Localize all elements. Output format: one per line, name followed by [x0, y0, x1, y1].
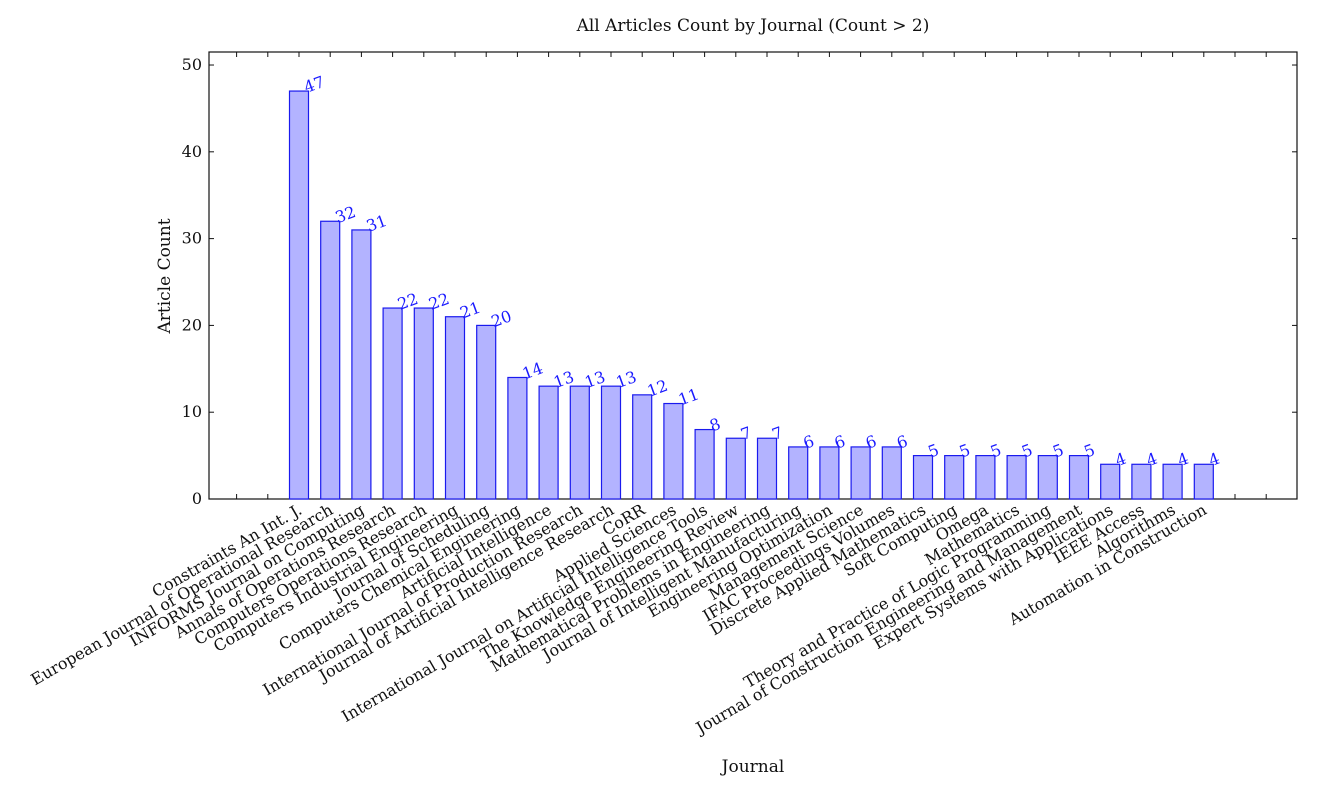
bar — [1037, 455, 1058, 500]
bar — [944, 455, 965, 500]
bar — [320, 220, 341, 500]
bar — [351, 229, 372, 500]
bar — [1131, 463, 1152, 500]
bar — [694, 428, 715, 500]
y-tick-label: 10 — [182, 402, 202, 421]
x-axis-label: Journal — [720, 757, 785, 777]
bar — [538, 385, 559, 500]
bar — [288, 90, 310, 500]
bar — [569, 385, 590, 500]
bar — [663, 402, 684, 500]
bar — [1068, 455, 1090, 500]
bar — [382, 307, 403, 500]
bar — [1100, 463, 1121, 500]
bar — [725, 437, 746, 500]
bar — [413, 307, 434, 500]
bar — [476, 324, 497, 500]
bar — [881, 446, 902, 500]
bar — [975, 455, 996, 500]
bar — [1193, 463, 1214, 500]
bar — [850, 446, 871, 500]
bar — [507, 376, 528, 500]
bar — [819, 446, 840, 500]
y-tick-label: 30 — [182, 229, 202, 248]
bar — [444, 316, 466, 500]
bar — [1162, 463, 1183, 500]
x-axis: Constraints An Int. J.European Journal o… — [28, 500, 1210, 739]
bar — [788, 446, 809, 500]
y-tick-label: 0 — [192, 489, 202, 508]
plot-frame — [208, 51, 1298, 500]
y-tick-label: 40 — [182, 142, 202, 161]
y-tick-label: 20 — [182, 315, 202, 334]
chart-title: All Articles Count by Journal (Count > 2… — [576, 16, 930, 36]
bar — [600, 385, 622, 500]
bar — [756, 437, 778, 500]
y-axis-label: Article Count — [155, 218, 175, 334]
bar — [632, 394, 653, 500]
bar — [1006, 455, 1027, 500]
y-tick-label: 50 — [182, 55, 202, 74]
bar — [912, 455, 934, 500]
